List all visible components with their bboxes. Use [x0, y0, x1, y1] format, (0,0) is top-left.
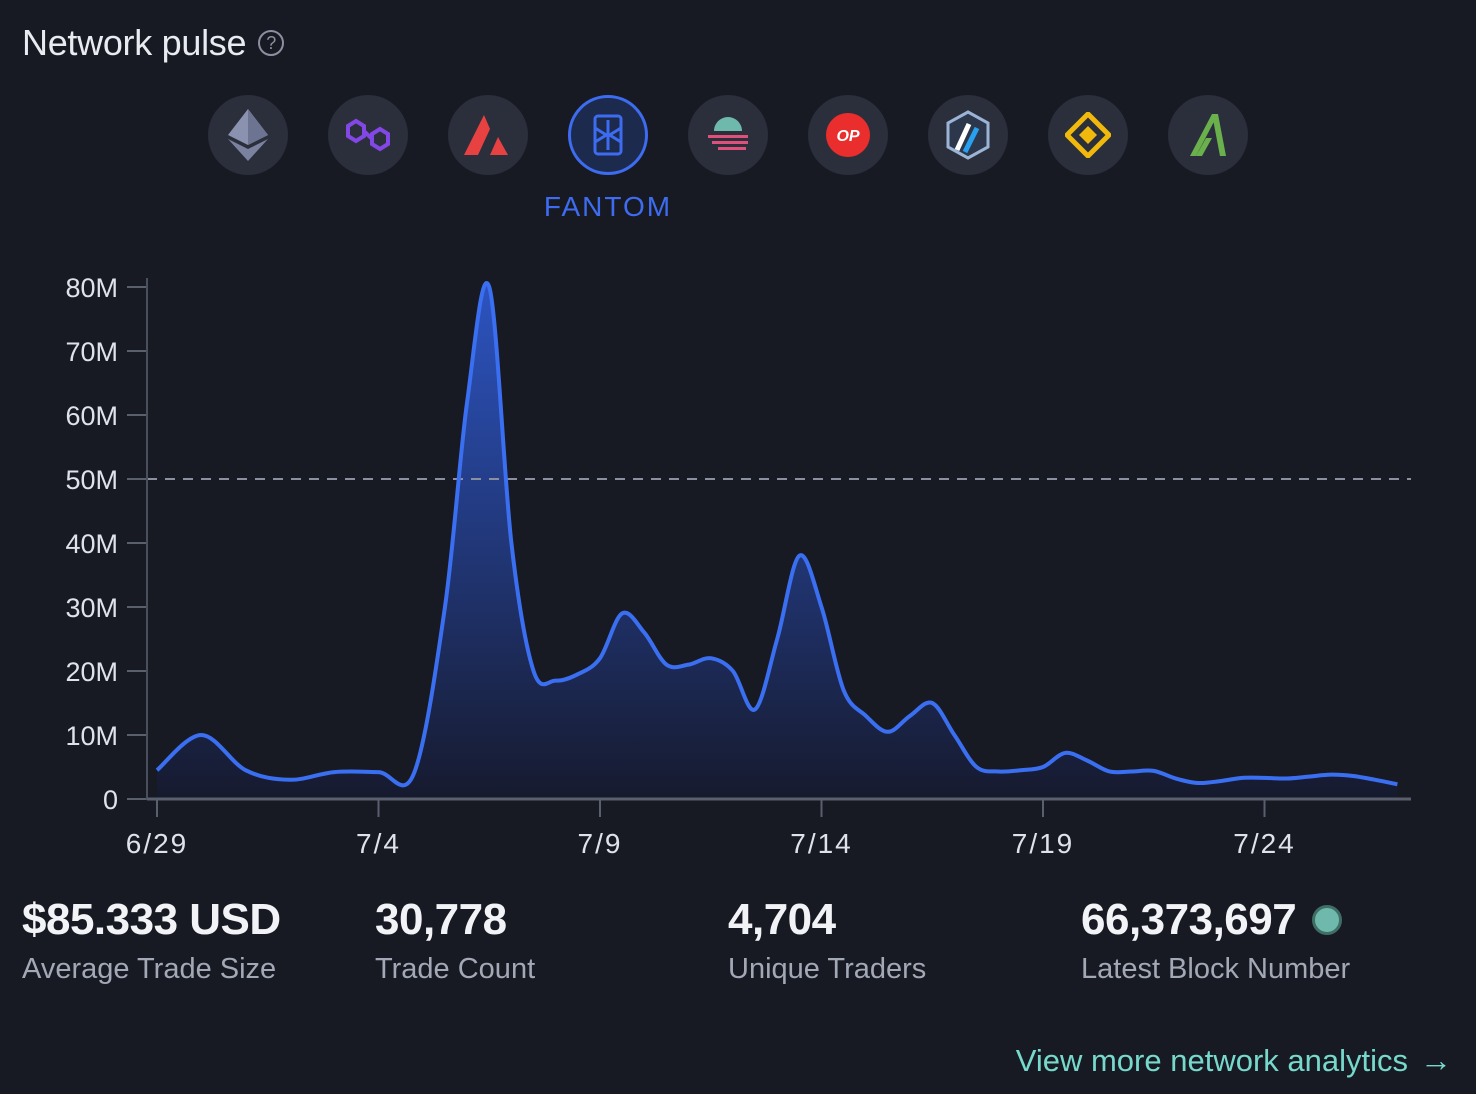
network-algorand-button[interactable]: [1168, 95, 1248, 175]
polygon-icon: [346, 118, 390, 152]
stat-value-row: 66,373,697: [1081, 895, 1350, 945]
network-bnb: [1048, 95, 1128, 175]
network-fantom-button[interactable]: [568, 95, 648, 175]
optimism-icon: OP: [826, 113, 870, 157]
bnb-icon: [1065, 112, 1111, 158]
x-tick-label: 7/19: [1012, 828, 1075, 859]
network-avalanche-button[interactable]: [448, 95, 528, 175]
stat-value: 4,704: [728, 895, 836, 944]
ethereum-icon: [228, 109, 268, 161]
view-more-label: View more network analytics: [1015, 1042, 1408, 1078]
network-polygon: [328, 95, 408, 175]
fantom-icon: [593, 114, 623, 156]
stat-value: $85.333 USD: [22, 895, 281, 944]
network-optimism-button[interactable]: OP: [808, 95, 888, 175]
network-arbitrum: [928, 95, 1008, 175]
network-selector: FANTOM OP: [208, 95, 1248, 222]
stat-value: 30,778: [375, 895, 507, 944]
stat-trade-count: 30,778 Trade Count: [375, 895, 535, 986]
stat-average-trade-size: $85.333 USD Average Trade Size: [22, 895, 281, 986]
network-arbitrum-button[interactable]: [928, 95, 1008, 175]
network-bnb-button[interactable]: [1048, 95, 1128, 175]
network-ethereum-button[interactable]: [208, 95, 288, 175]
y-tick-label: 30M: [65, 593, 118, 623]
y-tick-label: 70M: [65, 337, 118, 367]
y-tick-label: 10M: [65, 721, 118, 751]
y-tick-label: 50M: [65, 465, 118, 495]
network-ethereum: [208, 95, 288, 175]
selected-network-label: FANTOM: [543, 191, 673, 222]
stat-unique-traders: 4,704 Unique Traders: [728, 895, 926, 986]
optimism-badge: OP: [836, 128, 859, 145]
celo-icon: [708, 117, 748, 150]
x-tick-label: 6/29: [126, 828, 189, 859]
stat-label: Unique Traders: [728, 953, 927, 985]
x-tick-label: 7/4: [356, 828, 401, 859]
view-more-analytics-link[interactable]: View more network analytics →: [1016, 1042, 1452, 1079]
network-fantom: FANTOM: [544, 95, 670, 222]
y-tick-label: 60M: [65, 401, 118, 431]
volume-chart: 0 10M 20M 30M 40M 50M 60M 70M 80M 6/29 7/4 7/9 7/14…: [65, 273, 1411, 859]
y-tick-label: 40M: [65, 529, 118, 559]
y-tick-label: 20M: [65, 657, 118, 687]
arrow-right-icon: →: [1420, 1042, 1452, 1078]
network-celo: [688, 95, 768, 175]
stat-label: Average Trade Size: [22, 953, 277, 985]
network-celo-button[interactable]: [688, 95, 768, 175]
network-algorand: [1168, 95, 1248, 175]
volume-line: [155, 281, 1398, 788]
live-status-dot: [1312, 905, 1343, 935]
stat-label: Latest Block Number: [1081, 953, 1351, 985]
avalanche-icon: [464, 115, 508, 155]
y-tick-label: 0: [103, 785, 118, 815]
stat-latest-block: 66,373,697 Latest Block Number: [1081, 895, 1350, 986]
arbitrum-icon: [946, 110, 990, 160]
page-title: Network pulse: [22, 22, 247, 63]
stat-value: 66,373,697: [1081, 895, 1297, 944]
volume-area: [157, 283, 1398, 799]
help-icon[interactable]: ?: [258, 30, 285, 56]
x-tick-label: 7/14: [790, 828, 853, 859]
x-tick-label: 7/9: [578, 828, 623, 859]
stat-label: Trade Count: [375, 953, 536, 985]
network-polygon-button[interactable]: [328, 95, 408, 175]
network-avalanche: [448, 95, 528, 175]
x-tick-label: 7/24: [1233, 828, 1296, 859]
header: Network pulse ?: [22, 22, 285, 64]
network-optimism: OP: [808, 95, 888, 175]
algorand-icon: [1190, 114, 1226, 156]
y-tick-label: 80M: [65, 273, 118, 303]
